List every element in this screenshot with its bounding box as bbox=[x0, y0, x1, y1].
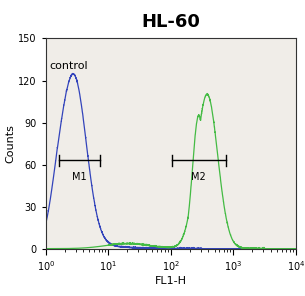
X-axis label: FL1-H: FL1-H bbox=[155, 276, 187, 286]
Y-axis label: Counts: Counts bbox=[5, 124, 16, 163]
Title: HL-60: HL-60 bbox=[141, 13, 200, 31]
Text: M2: M2 bbox=[192, 172, 206, 181]
Text: control: control bbox=[49, 61, 88, 71]
Text: M1: M1 bbox=[72, 172, 87, 181]
